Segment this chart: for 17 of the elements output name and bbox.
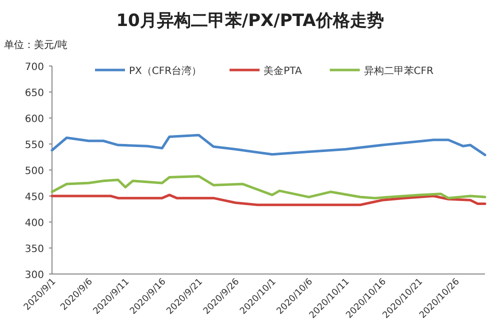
y-tick-label: 350 xyxy=(24,244,44,255)
legend-label: 美金PTA xyxy=(264,65,302,77)
y-tick-label: 550 xyxy=(24,140,44,151)
line-series xyxy=(50,194,486,206)
y-tick-label: 500 xyxy=(24,166,44,177)
y-tick-label: 700 xyxy=(24,62,44,73)
line-series xyxy=(50,134,486,156)
y-axis-title: 单位：美元/吨 xyxy=(4,39,68,51)
line-series xyxy=(50,174,486,200)
legend-label: PX（CFR台湾） xyxy=(129,65,202,77)
y-tick-label: 300 xyxy=(24,270,44,281)
y-tick-label: 450 xyxy=(24,192,44,203)
chart-title: 10月异构二甲苯/PX/PTA价格走势 xyxy=(116,11,384,31)
y-tick-label: 400 xyxy=(24,218,44,229)
y-tick-label: 600 xyxy=(24,114,44,125)
y-tick-label: 650 xyxy=(24,88,44,99)
legend-label: 异构二甲苯CFR xyxy=(364,65,434,77)
